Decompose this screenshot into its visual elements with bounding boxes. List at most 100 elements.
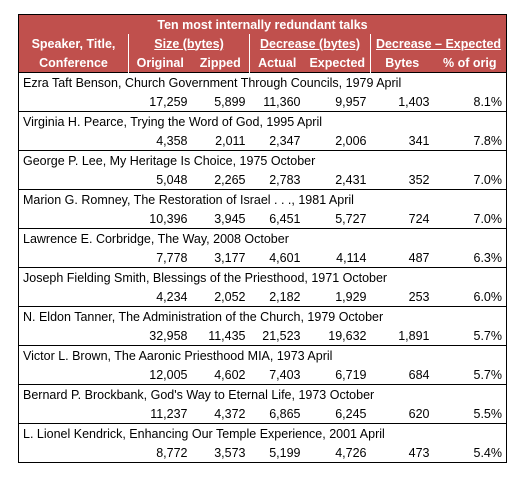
header-cell: Conference [18,53,129,73]
spacer-cell [19,170,129,190]
spacer-cell [19,287,129,307]
value-cell: 32,958 [149,328,188,343]
entry-values-row: 5,048 2,265 2,783 2,431 352 7.0% [19,170,507,190]
entry-name-row: Lawrence E. Corbridge, The Way, 2008 Oct… [18,228,507,248]
value-cell: 10,396 [149,211,188,226]
header-cell: Decrease – Expected [370,34,507,53]
header-cell: Actual [249,53,305,73]
value-cell: 2,265 [214,172,246,187]
talk-cell: Victor L. Brown, The Aaronic Priesthood … [18,345,507,365]
value-cell: 5.5% [473,406,503,421]
value-cell: 2,011 [215,133,246,148]
talk-cell: Ezra Taft Benson, Church Government Thro… [18,72,507,92]
header-cell: Original [128,53,192,73]
value-cell: 2,347 [269,133,301,148]
value-cell: 6,451 [269,211,301,226]
talk-cell: Joseph Fielding Smith, Blessings of the … [18,267,507,287]
value-cell: 5,727 [335,211,367,226]
value-cell: 2,431 [335,172,367,187]
entry-name-row: N. Eldon Tanner, The Administration of t… [18,306,507,326]
table-body: Ten most internally redundant talks Spea… [18,14,507,463]
entry-name-row: Victor L. Brown, The Aaronic Priesthood … [18,345,507,365]
entry-values-row: 4,234 2,052 2,182 1,929 253 6.0% [19,287,507,307]
value-cell: 341 [408,133,430,148]
spacer-cell [19,365,129,385]
value-cell: 7.0% [473,172,503,187]
spacer-cell [19,209,129,229]
value-cell: 3,573 [214,445,246,460]
entry-name-row: L. Lionel Kendrick, Enhancing Our Temple… [18,423,507,443]
entry-name-row: Virginia H. Pearce, Trying the Word of G… [18,111,507,131]
value-cell: 12,005 [149,367,188,382]
value-cell: 4,372 [214,406,246,421]
entry-name-row: Joseph Fielding Smith, Blessings of the … [18,267,507,287]
entry-name-row: Bernard P. Brockbank, God's Way to Etern… [18,384,507,404]
header-cell: Zipped [191,53,250,73]
entry-values-row: 4,358 2,011 2,347 2,006 341 7.8% [19,131,507,151]
header-cell: Speaker, Title, [18,34,129,53]
value-cell: 4,726 [335,445,367,460]
value-cell: 487 [408,250,430,265]
spacer-cell [19,443,129,463]
header-cell: Size (bytes) [128,34,250,53]
spacer-cell [19,92,129,112]
header-cell: Expected [304,53,371,73]
value-cell: 3,177 [214,250,246,265]
value-cell: 21,523 [262,328,301,343]
value-cell: 11,237 [150,406,188,421]
header-row: Conference Original Zipped Actual Expect… [18,53,507,73]
spacer-cell [19,248,129,268]
value-cell: 11,360 [263,94,301,109]
entry-values-row: 11,237 4,372 6,865 6,245 620 5.5% [19,404,507,424]
entry-name-row: Ezra Taft Benson, Church Government Thro… [18,72,507,92]
value-cell: 253 [408,289,430,304]
talk-cell: Marion G. Romney, The Restoration of Isr… [18,189,507,209]
value-cell: 6,719 [335,367,367,382]
value-cell: 6.0% [473,289,503,304]
entry-values-row: 12,005 4,602 7,403 6,719 684 5.7% [19,365,507,385]
value-cell: 3,945 [214,211,246,226]
entry-values-row: 17,259 5,899 11,360 9,957 1,403 8.1% [19,92,507,112]
value-cell: 5,199 [269,445,301,460]
header-cell: Decrease (bytes) [249,34,371,53]
value-cell: 4,114 [336,250,367,265]
spacer-cell [19,131,129,151]
value-cell: 620 [408,406,430,421]
talk-cell: N. Eldon Tanner, The Administration of t… [18,306,507,326]
header-row: Speaker, Title, Size (bytes) Decrease (b… [18,34,507,53]
table: Ten most internally redundant talks Spea… [18,14,507,463]
value-cell: 6,245 [335,406,367,421]
value-cell: 2,006 [335,133,367,148]
value-cell: 7,403 [269,367,301,382]
value-cell: 352 [408,172,430,187]
value-cell: 9,957 [335,94,367,109]
value-cell: 5.7% [473,328,503,343]
value-cell: 17,259 [149,94,188,109]
talk-cell: Lawrence E. Corbridge, The Way, 2008 Oct… [18,228,507,248]
value-cell: 5,048 [156,172,188,187]
value-cell: 5.7% [473,367,503,382]
entry-name-row: George P. Lee, My Heritage Is Choice, 19… [18,150,507,170]
value-cell: 1,929 [335,289,367,304]
value-cell: 4,602 [214,367,246,382]
value-cell: 11,435 [208,328,246,343]
table-wrap: Ten most internally redundant talks Spea… [18,14,507,463]
entry-name-row: Marion G. Romney, The Restoration of Isr… [18,189,507,209]
header-cell: Bytes [370,53,434,73]
entry-values-row: 10,396 3,945 6,451 5,727 724 7.0% [19,209,507,229]
value-cell: 4,601 [269,250,301,265]
value-cell: 19,632 [328,328,367,343]
value-cell: 724 [408,211,430,226]
spacer-cell [19,326,129,346]
talk-cell: Virginia H. Pearce, Trying the Word of G… [18,111,507,131]
value-cell: 473 [408,445,430,460]
value-cell: 684 [408,367,430,382]
title-row: Ten most internally redundant talks [18,14,507,34]
value-cell: 6.3% [473,250,503,265]
value-cell: 8.1% [473,94,503,109]
value-cell: 2,182 [269,289,301,304]
value-cell: 2,783 [269,172,301,187]
table-title: Ten most internally redundant talks [18,14,507,34]
talk-cell: L. Lionel Kendrick, Enhancing Our Temple… [18,423,507,443]
value-cell: 1,891 [398,328,430,343]
